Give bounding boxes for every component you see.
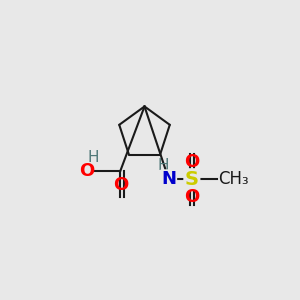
Text: O: O: [184, 153, 200, 171]
Text: CH₃: CH₃: [218, 170, 249, 188]
Text: O: O: [184, 188, 200, 206]
Text: N: N: [161, 170, 176, 188]
Text: H: H: [88, 150, 99, 165]
Text: O: O: [80, 162, 95, 180]
Text: S: S: [185, 170, 199, 189]
Text: O: O: [112, 176, 128, 194]
Text: H: H: [157, 158, 169, 173]
